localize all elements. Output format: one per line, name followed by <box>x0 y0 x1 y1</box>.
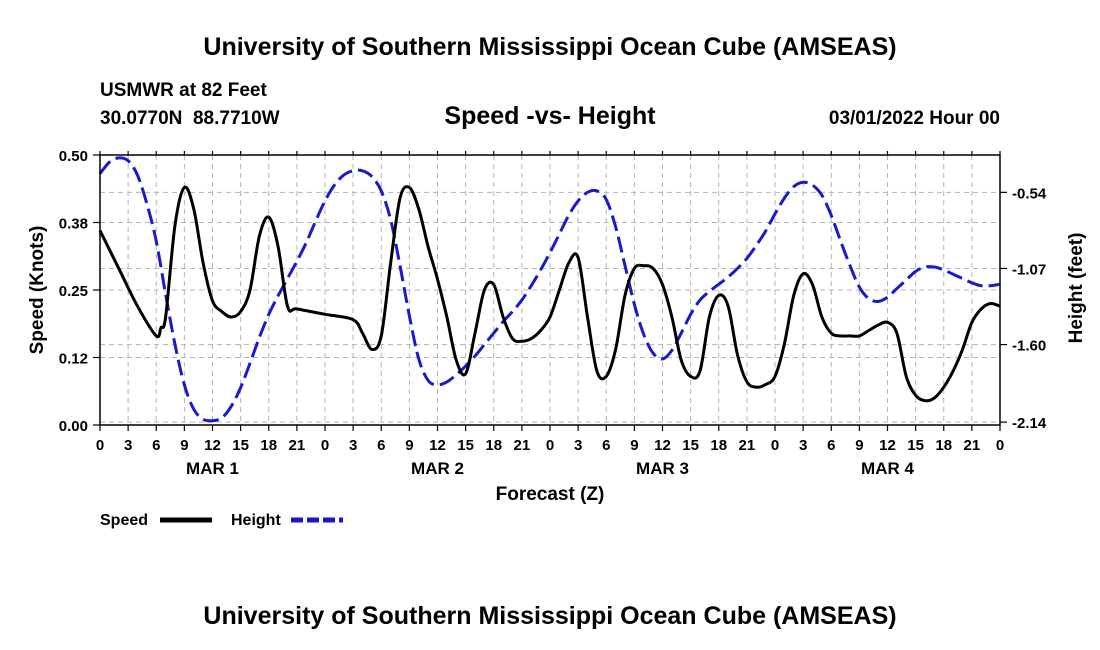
legend-label-height: Height <box>231 512 281 529</box>
footer-title: University of Southern Mississippi Ocean… <box>203 602 896 630</box>
x-tick-label: 21 <box>514 437 531 454</box>
y-right-tick-label: -2.14 <box>1012 415 1047 432</box>
day-label: MAR 3 <box>636 459 689 478</box>
x-tick-label: 0 <box>546 437 554 454</box>
axis-ticks: 0 3 6 9 12 15 18 21 0 3 6 9 12 15 18 21 0 3 6 9 12 15 18 21 0 3 6 9… <box>59 148 1047 478</box>
x-tick-label: 0 <box>771 437 779 454</box>
x-tick-label: 12 <box>204 437 221 454</box>
x-tick-label: 15 <box>232 437 249 454</box>
timestamp-label: 03/01/2022 Hour 00 <box>829 108 1000 129</box>
chart-subtitle: Speed -vs- Height <box>444 102 656 130</box>
x-tick-label: 3 <box>124 437 132 454</box>
page-title: University of Southern Mississippi Ocean… <box>203 33 896 61</box>
y-right-tick-label: -1.60 <box>1012 338 1046 355</box>
x-tick-label: 21 <box>739 437 756 454</box>
legend-label-speed: Speed <box>100 512 148 529</box>
station-label: USMWR at 82 Feet <box>100 80 267 101</box>
y-left-tick-label: 0.50 <box>59 148 88 165</box>
day-label: MAR 2 <box>411 459 464 478</box>
x-tick-label: 9 <box>405 437 413 454</box>
x-tick-label: 18 <box>935 437 952 454</box>
x-tick-label: 18 <box>485 437 502 454</box>
day-label: MAR 1 <box>186 459 239 478</box>
y-left-tick-label: 0.00 <box>59 418 88 435</box>
series-line-height <box>98 156 1001 423</box>
x-tick-label: 6 <box>377 437 385 454</box>
x-tick-label: 12 <box>429 437 446 454</box>
x-tick-label: 6 <box>152 437 160 454</box>
x-tick-label: 9 <box>180 437 188 454</box>
x-tick-label: 12 <box>879 437 896 454</box>
x-tick-label: 9 <box>630 437 638 454</box>
x-tick-label: 3 <box>349 437 357 454</box>
x-tick-label: 0 <box>996 437 1004 454</box>
coords-label: 30.0770N 88.7710W <box>100 108 280 129</box>
y-axis-left-title: Speed (Knots) <box>27 226 48 355</box>
x-tick-label: 12 <box>654 437 671 454</box>
x-tick-label: 18 <box>710 437 727 454</box>
series-line-speed <box>98 185 1001 403</box>
x-tick-label: 0 <box>321 437 329 454</box>
y-left-tick-label: 0.38 <box>59 216 88 233</box>
legend: Speed Height <box>100 512 343 529</box>
day-label: MAR 4 <box>861 459 914 478</box>
x-tick-label: 21 <box>289 437 306 454</box>
y-right-tick-label: -0.54 <box>1012 185 1047 202</box>
x-tick-label: 15 <box>457 437 474 454</box>
x-tick-label: 18 <box>260 437 277 454</box>
x-tick-label: 15 <box>907 437 924 454</box>
x-tick-label: 0 <box>96 437 104 454</box>
x-tick-label: 3 <box>574 437 582 454</box>
y-left-tick-label: 0.12 <box>59 351 88 368</box>
x-tick-label: 6 <box>602 437 610 454</box>
x-tick-label: 21 <box>964 437 981 454</box>
y-right-tick-label: -1.07 <box>1012 261 1046 278</box>
x-axis-title: Forecast (Z) <box>496 484 605 505</box>
grid <box>100 155 1000 425</box>
x-tick-label: 15 <box>682 437 699 454</box>
x-tick-label: 9 <box>855 437 863 454</box>
y-left-tick-label: 0.25 <box>59 283 88 300</box>
y-axis-right-title: Height (feet) <box>1066 233 1087 344</box>
x-tick-label: 3 <box>799 437 807 454</box>
x-tick-label: 6 <box>827 437 835 454</box>
series-layer <box>98 156 1001 423</box>
